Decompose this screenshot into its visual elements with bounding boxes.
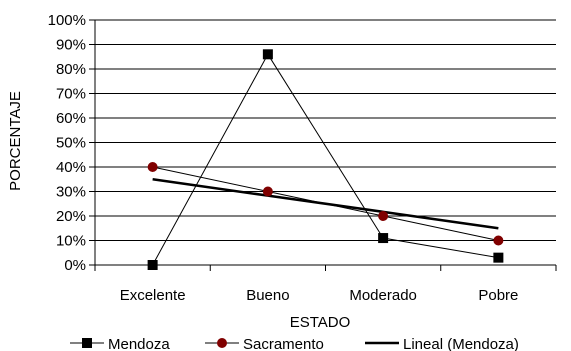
series-line-mendoza bbox=[152, 53, 499, 266]
x-axis-title: ESTADO bbox=[290, 314, 351, 331]
legend-marker-mendoza bbox=[82, 338, 92, 348]
point-sacramento bbox=[378, 211, 389, 221]
axes bbox=[94, 20, 557, 271]
y-axis-title: PORCENTAJE bbox=[7, 91, 24, 191]
y-tick-label: 100% bbox=[48, 12, 86, 29]
y-tick-label: 50% bbox=[56, 135, 86, 152]
y-tick-label: 90% bbox=[56, 37, 86, 54]
point-sacramento bbox=[262, 186, 273, 197]
point-mendoza bbox=[378, 233, 389, 244]
legend: Mendoza Sacramento Lineal (Mendoza) bbox=[70, 336, 519, 351]
x-tick-label: Pobre bbox=[478, 287, 518, 304]
y-tick-label: 80% bbox=[56, 61, 86, 78]
series-group bbox=[147, 49, 504, 270]
series-line-lineal-mendoza bbox=[152, 178, 499, 230]
point-mendoza bbox=[147, 260, 158, 270]
x-tick-labels: Excelente Bueno Moderado Pobre bbox=[120, 287, 519, 304]
legend-label-lineal-mendoza: Lineal (Mendoza) bbox=[403, 336, 519, 351]
point-mendoza bbox=[493, 252, 504, 263]
y-tick-label: 70% bbox=[56, 86, 86, 103]
x-tick-label: Excelente bbox=[120, 287, 186, 304]
y-tick-label: 0% bbox=[64, 257, 86, 274]
y-tick-labels: 0% 10% 20% 30% 40% 50% 60% 70% 80% 90% 100% bbox=[48, 12, 86, 274]
legend-item-sacramento: Sacramento bbox=[205, 336, 324, 351]
legend-label-sacramento: Sacramento bbox=[243, 336, 324, 351]
y-tick-label: 40% bbox=[56, 159, 86, 176]
legend-label-mendoza: Mendoza bbox=[108, 336, 170, 351]
point-sacramento bbox=[493, 235, 504, 246]
legend-item-lineal-mendoza: Lineal (Mendoza) bbox=[365, 336, 519, 351]
x-tick-label: Bueno bbox=[246, 287, 289, 304]
legend-marker-sacramento bbox=[217, 338, 227, 348]
point-mendoza bbox=[262, 49, 273, 60]
y-tick-label: 30% bbox=[56, 184, 86, 201]
gridlines bbox=[89, 19, 556, 266]
legend-item-mendoza: Mendoza bbox=[70, 336, 170, 351]
point-sacramento bbox=[147, 162, 158, 172]
y-tick-label: 20% bbox=[56, 208, 86, 225]
x-tick-label: Moderado bbox=[349, 287, 417, 304]
y-tick-label: 60% bbox=[56, 110, 86, 127]
y-tick-label: 10% bbox=[56, 233, 86, 250]
